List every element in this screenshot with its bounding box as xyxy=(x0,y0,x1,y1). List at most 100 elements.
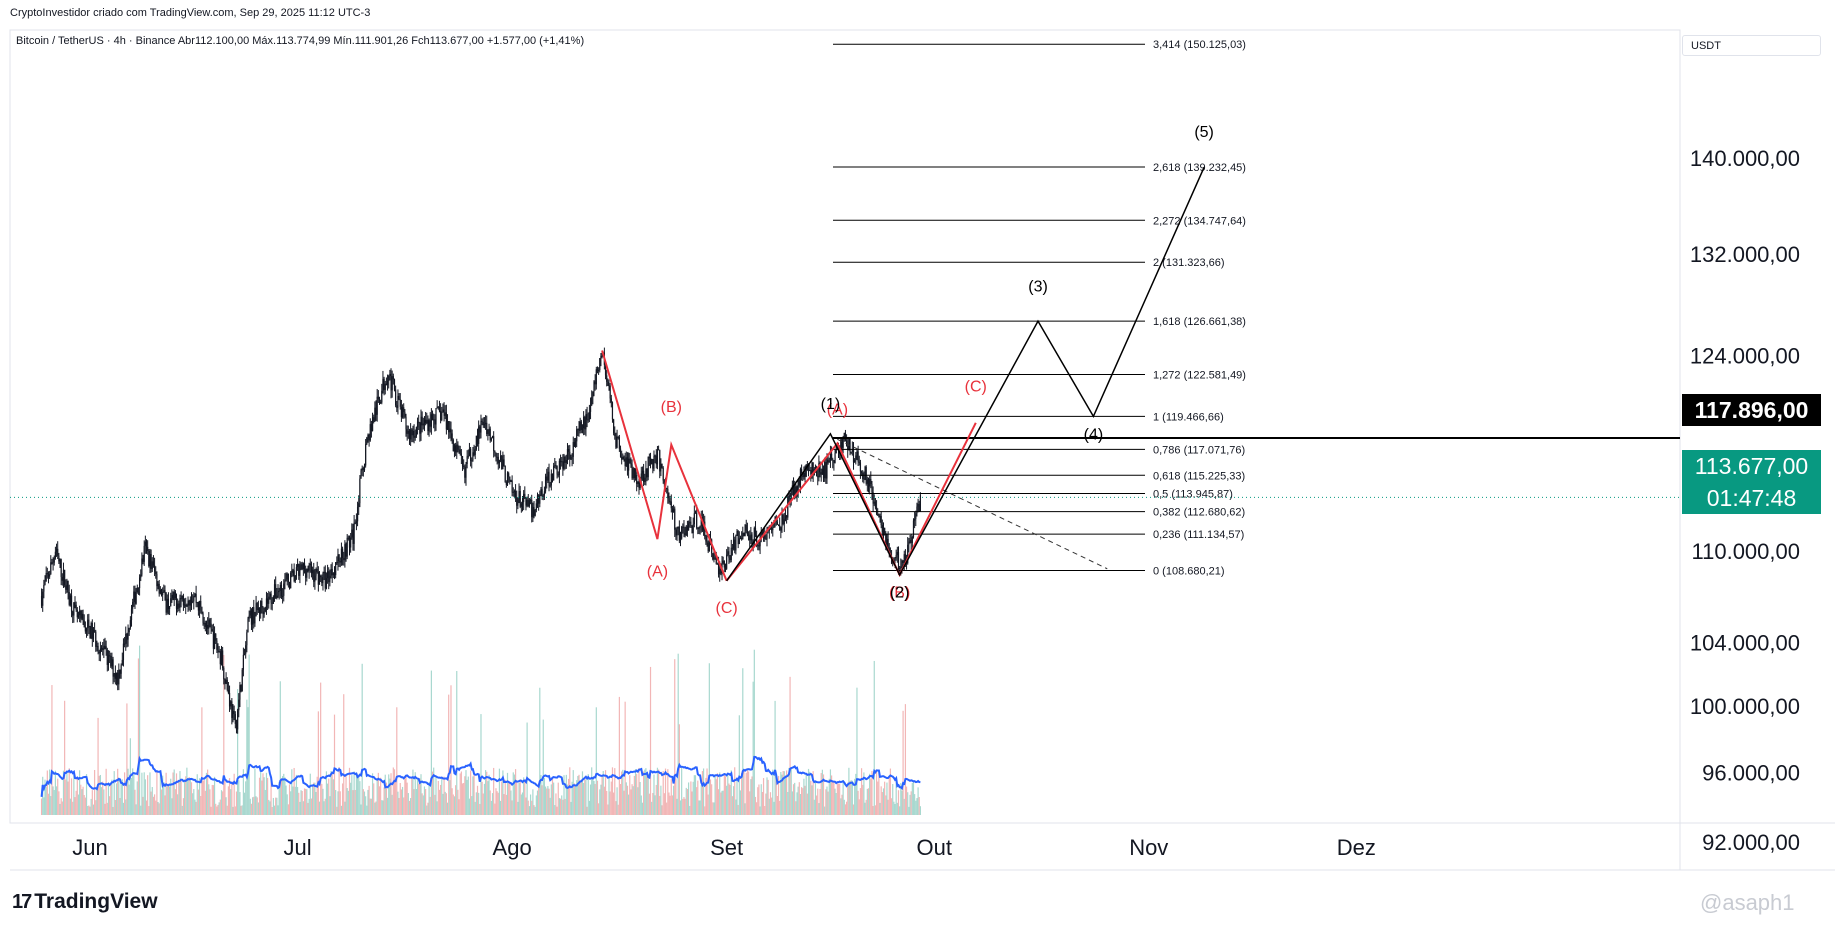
volume-bar xyxy=(265,772,268,815)
candle-body xyxy=(772,527,774,531)
volume-bar xyxy=(181,805,183,815)
candle-body xyxy=(287,573,289,583)
volume-bar xyxy=(341,783,344,815)
tradingview-logo[interactable]: 17 TradingView xyxy=(12,890,158,914)
volume-bar xyxy=(351,775,353,815)
candle-body xyxy=(822,468,825,479)
volume-bar xyxy=(45,786,47,815)
candle-body xyxy=(292,570,294,572)
fib-level-label: 0,618 (115.225,33) xyxy=(1153,470,1245,482)
candle-body xyxy=(218,651,220,653)
currency-selector[interactable]: USDT xyxy=(1682,35,1821,56)
candle-body xyxy=(516,497,518,506)
candle-body xyxy=(207,625,209,629)
volume-bar xyxy=(325,771,328,815)
volume-bar xyxy=(159,773,161,815)
candle-body xyxy=(871,483,873,493)
candle-body xyxy=(157,583,159,587)
volume-bar xyxy=(474,801,476,815)
fib-level-label: 0 (108.680,21) xyxy=(1153,566,1225,578)
volume-bar xyxy=(820,773,822,815)
candle-body xyxy=(227,689,229,693)
volume-bar xyxy=(553,782,555,815)
volume-bar xyxy=(593,780,595,815)
volume-bar xyxy=(177,794,179,815)
candle-body xyxy=(125,633,127,644)
candle-body xyxy=(724,567,727,569)
candle-body xyxy=(471,460,473,462)
volume-bar xyxy=(87,805,89,815)
volume-bar xyxy=(651,801,653,815)
candle-body xyxy=(278,590,280,593)
volume-bar xyxy=(511,800,513,815)
candle-body xyxy=(242,654,244,670)
volume-bar xyxy=(347,790,349,815)
volume-bar xyxy=(371,773,374,815)
candle-body xyxy=(553,465,555,481)
candle-body xyxy=(89,626,91,639)
candle-body xyxy=(570,458,572,460)
candle-body xyxy=(235,723,238,730)
candle-body xyxy=(622,456,624,460)
volume-bar xyxy=(205,772,208,815)
candle-body xyxy=(344,544,346,561)
volume-bars xyxy=(40,645,921,815)
volume-bar xyxy=(850,780,852,815)
volume-bar xyxy=(647,773,649,815)
candle-body xyxy=(397,395,399,408)
candle-body xyxy=(172,594,174,600)
volume-bar xyxy=(578,774,580,815)
candle-body xyxy=(410,429,412,440)
volume-bar xyxy=(696,787,698,815)
candle-body xyxy=(313,569,315,582)
candle-body xyxy=(381,390,383,403)
candle-body xyxy=(249,610,251,616)
volume-bar xyxy=(133,774,135,815)
candle-body xyxy=(586,414,588,420)
volume-bar xyxy=(410,798,412,815)
candle-body xyxy=(533,506,535,516)
volume-bar xyxy=(455,785,457,815)
time-axis[interactable]: Jun Jul Ago Set Out Nov Dez xyxy=(72,835,1376,860)
volume-bar xyxy=(827,791,829,815)
volume-bar xyxy=(532,789,534,815)
candle-body xyxy=(451,433,453,440)
volume-bar xyxy=(255,796,257,815)
volume-bar xyxy=(856,687,858,815)
volume-bar xyxy=(415,788,417,815)
volume-bar xyxy=(833,782,835,815)
candle-body xyxy=(463,465,465,467)
volume-bar xyxy=(716,773,719,815)
candle-body xyxy=(660,464,662,472)
candle-body xyxy=(646,468,648,478)
candle-body xyxy=(874,501,877,508)
volume-bar xyxy=(256,797,258,815)
volume-bar xyxy=(207,769,209,815)
candle-body xyxy=(510,480,512,482)
volume-bar xyxy=(775,775,777,815)
candle-body xyxy=(322,573,324,584)
candle-body xyxy=(691,526,693,534)
volume-bar xyxy=(525,797,527,815)
volume-bar xyxy=(638,767,640,815)
candle-body xyxy=(373,417,375,422)
candle-body xyxy=(401,407,404,418)
volume-bar xyxy=(156,772,158,815)
candle-body xyxy=(392,376,394,380)
volume-bar xyxy=(192,793,194,815)
volume-bar xyxy=(155,800,157,815)
volume-bar xyxy=(896,802,898,815)
time-tick-label: Jul xyxy=(284,835,312,860)
candle-body xyxy=(487,429,489,434)
candle-body xyxy=(247,618,249,633)
volume-bar xyxy=(408,800,411,815)
candle-body xyxy=(757,545,759,547)
volume-bar xyxy=(664,768,667,815)
candle-body xyxy=(179,598,181,608)
volume-bar xyxy=(135,804,137,815)
candle-body xyxy=(741,538,743,540)
volume-bar xyxy=(280,778,283,815)
volume-bar xyxy=(226,805,228,815)
volume-bar xyxy=(132,768,134,815)
